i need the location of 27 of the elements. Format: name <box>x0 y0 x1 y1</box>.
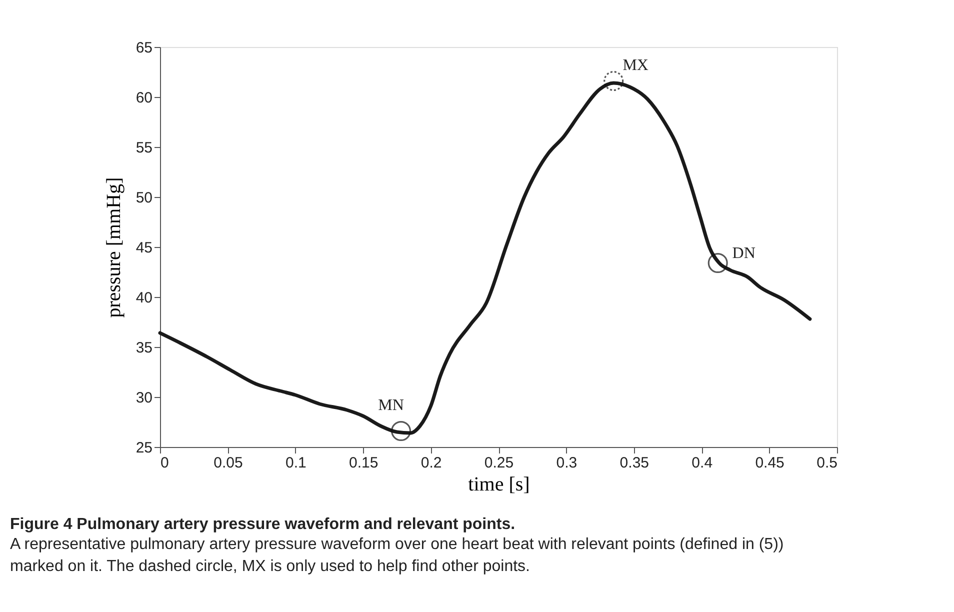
x-axis-title: time [s] <box>468 474 530 496</box>
text: A representative pulmonary artery pressure waveform over one heart beat with relevant points (defined in (5)) marked on it. The dashed circle, MX is only used to help find other points. <box>10 536 784 575</box>
y-tick-label: 60 <box>136 90 152 106</box>
x-tick-label: 0 <box>160 454 169 472</box>
x-tick-label: 0.2 <box>420 454 442 472</box>
y-tick-label: 35 <box>136 340 152 356</box>
text: Figure 4 Pulmonary artery pressure waveform and relevant points. <box>10 516 516 533</box>
x-tick-label: 0.15 <box>349 454 378 472</box>
x-tick-label: 0.1 <box>285 454 306 472</box>
y-tick-label: 25 <box>136 440 152 456</box>
x-tick-label: 0.4 <box>692 454 713 472</box>
annotation: MN <box>378 397 404 414</box>
x-tick-label: 0.5 <box>816 454 838 472</box>
x-tick-label: 0.35 <box>620 454 649 472</box>
x-tick-label: 0.25 <box>484 454 514 472</box>
y-tick-label: 40 <box>136 290 152 306</box>
x-tick-label: 0.05 <box>214 454 243 472</box>
x-tick-label: 0.3 <box>556 454 578 472</box>
annotation: MX <box>622 57 649 74</box>
annotation: DN <box>732 245 756 262</box>
y-tick-label: 65 <box>136 40 152 56</box>
y-axis-title: pressure [mmHg] <box>102 177 125 318</box>
y-tick-label: 30 <box>136 390 152 406</box>
x-tick-label: 0.45 <box>755 454 784 472</box>
y-tick-label: 45 <box>136 240 152 256</box>
y-tick-label: 55 <box>136 140 152 156</box>
y-tick-label: 50 <box>136 190 152 206</box>
